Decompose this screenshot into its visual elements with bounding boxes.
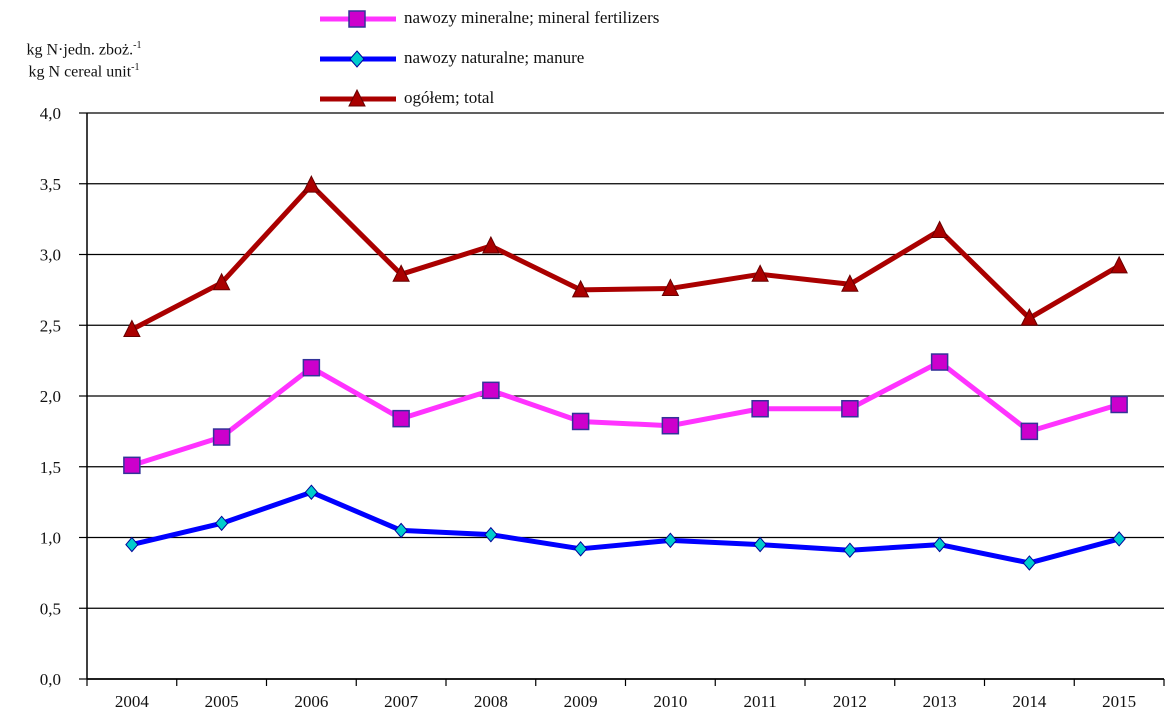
- legend-label-mineral: nawozy mineralne; mineral fertilizers: [404, 8, 660, 27]
- data-point: [930, 353, 949, 371]
- data-point: [392, 409, 410, 428]
- data-point: [751, 264, 769, 282]
- data-point: [1022, 555, 1037, 571]
- legend-label-total: ogółem; total: [404, 88, 495, 107]
- data-point: [573, 541, 588, 557]
- data-point: [930, 220, 949, 238]
- data-point: [123, 456, 141, 475]
- y-tick-label: 3,0: [40, 246, 61, 265]
- data-point: [484, 526, 498, 543]
- x-tick-label: 2008: [474, 692, 508, 711]
- data-point: [571, 412, 590, 431]
- series-line: [131, 359, 1120, 468]
- x-tick-label: 2009: [564, 692, 598, 711]
- x-tick-label: 2011: [743, 692, 776, 711]
- x-tick-label: 2010: [653, 692, 687, 711]
- data-point: [212, 428, 231, 446]
- x-tick-label: 2006: [294, 692, 328, 711]
- data-point: [125, 536, 139, 553]
- data-point: [841, 274, 859, 292]
- legend-swatch-mineral: [320, 10, 396, 28]
- data-point: [212, 272, 231, 291]
- x-tick-label: 2007: [384, 692, 419, 711]
- y-axis-label-english: kg N cereal unit-1: [4, 58, 164, 82]
- y-tick-label: 1,0: [40, 529, 61, 548]
- y-tick-label: 4,0: [40, 104, 61, 123]
- data-point: [932, 536, 947, 553]
- series-line: [130, 182, 1121, 332]
- x-tick-label: 2012: [833, 692, 867, 711]
- data-point: [1020, 422, 1039, 441]
- data-point: [751, 399, 769, 418]
- y-axis-label-polish-sup: -1: [133, 40, 142, 51]
- data-point: [304, 484, 319, 500]
- data-point: [482, 235, 500, 254]
- legend-swatch-total: [320, 88, 396, 107]
- data-point: [302, 175, 321, 193]
- data-point: [482, 381, 500, 400]
- y-axis-label-english-sup: -1: [131, 62, 140, 73]
- y-axis-label-polish: kg N·jedn. zboż.-1: [4, 36, 164, 60]
- data-point: [663, 532, 678, 549]
- data-point: [302, 358, 321, 377]
- data-point: [123, 319, 141, 337]
- y-axis-label-polish-text: kg N·jedn. zboż.: [26, 41, 134, 59]
- data-point: [1110, 395, 1128, 414]
- data-point: [394, 522, 408, 539]
- data-point: [841, 399, 859, 418]
- x-tick-label: 2004: [115, 692, 150, 711]
- y-tick-label: 1,5: [40, 458, 61, 477]
- y-tick-label: 2,5: [40, 316, 61, 335]
- y-tick-label: 0,5: [40, 599, 61, 618]
- data-point: [392, 264, 410, 282]
- series-line: [131, 489, 1120, 566]
- x-tick-label: 2014: [1012, 692, 1047, 711]
- x-tick-label: 2005: [205, 692, 239, 711]
- y-tick-label: 3,5: [40, 175, 61, 194]
- data-point: [214, 515, 229, 532]
- data-point: [1110, 255, 1128, 274]
- data-point: [661, 278, 680, 296]
- x-tick-label: 2013: [923, 692, 957, 711]
- legend-label-manure: nawozy naturalne; manure: [404, 48, 585, 67]
- data-point: [843, 542, 857, 559]
- x-tick-label: 2015: [1102, 692, 1136, 711]
- y-tick-label: 2,0: [40, 387, 61, 406]
- data-point: [1112, 531, 1126, 547]
- data-point: [1020, 308, 1039, 326]
- data-point: [661, 416, 680, 435]
- data-point: [753, 536, 767, 553]
- legend-swatch-manure: [320, 50, 396, 68]
- y-axis-label-english-text: kg N cereal unit: [28, 63, 132, 81]
- y-tick-label: 0,0: [40, 670, 61, 689]
- data-point: [571, 279, 590, 298]
